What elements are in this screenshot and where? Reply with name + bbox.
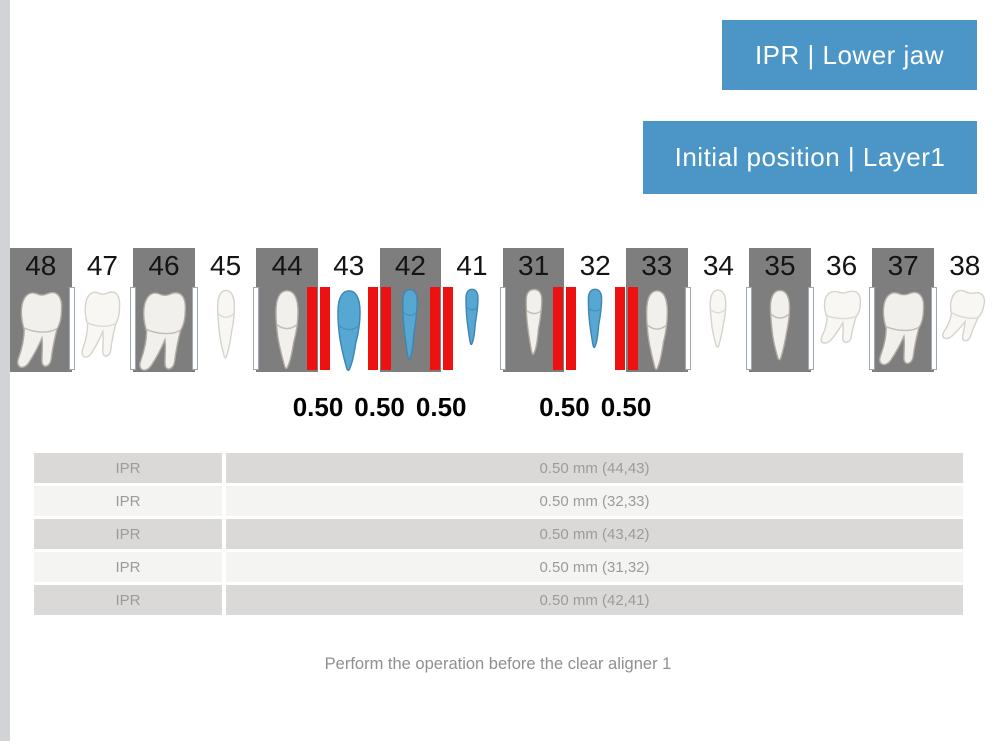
stage-banner: Initial position | Layer1 <box>643 121 977 194</box>
table-row: IPR 0.50 mm (44,43) <box>34 453 963 483</box>
tooth-number-32[interactable]: 32 <box>579 250 611 281</box>
stage-banner-label: Initial position | Layer1 <box>674 142 946 172</box>
ipr-red-bar-42-41-1[interactable] <box>442 287 453 370</box>
ipr-red-bar-31-32-0[interactable] <box>552 287 563 370</box>
table-row: IPR 0.50 mm (43,42) <box>34 519 963 549</box>
attachment-marker-46-left <box>130 287 137 370</box>
ipr-value-label-43-42: 0.50 <box>354 392 405 422</box>
tooth-shape-34[interactable] <box>705 288 731 349</box>
table-row: IPR 0.50 mm (32,33) <box>34 486 963 516</box>
tooth-shape-43[interactable] <box>332 288 366 372</box>
ipr-value-cell: 0.50 mm (32,33) <box>226 486 963 516</box>
attachment-marker-46-right <box>191 287 198 370</box>
tooth-shape-47[interactable] <box>78 288 126 362</box>
attachment-marker-31-left <box>499 287 506 370</box>
tooth-number-48[interactable]: 48 <box>25 250 57 281</box>
tooth-shape-35[interactable] <box>764 288 796 362</box>
ipr-red-bar-44-43-0[interactable] <box>306 287 317 370</box>
footer-note: Perform the operation before the clear a… <box>324 655 672 673</box>
tooth-shape-41[interactable] <box>462 288 482 346</box>
tooth-number-42[interactable]: 42 <box>394 250 426 281</box>
ipr-value-label-31-32: 0.50 <box>539 392 590 422</box>
tooth-shape-36[interactable] <box>817 288 867 347</box>
ipr-value-cell: 0.50 mm (43,42) <box>226 519 963 549</box>
tooth-number-38[interactable]: 38 <box>949 250 981 281</box>
tooth-shape-42[interactable] <box>398 288 422 361</box>
tooth-shape-45[interactable] <box>212 288 240 360</box>
left-scrollbar[interactable] <box>0 0 10 741</box>
attachment-marker-48-right <box>68 287 75 370</box>
tooth-number-37[interactable]: 37 <box>887 250 919 281</box>
tooth-shape-31[interactable] <box>521 288 547 356</box>
tooth-number-43[interactable]: 43 <box>333 250 365 281</box>
tooth-number-45[interactable]: 45 <box>210 250 242 281</box>
ipr-label-cell: IPR <box>34 519 222 549</box>
ipr-red-bar-44-43-1[interactable] <box>319 287 330 370</box>
tooth-number-33[interactable]: 33 <box>641 250 673 281</box>
ipr-value-label-42-41: 0.50 <box>415 392 467 422</box>
tooth-number-41[interactable]: 41 <box>456 250 488 281</box>
ipr-table: IPR 0.50 mm (44,43) IPR 0.50 mm (32,33) IPR 0… <box>34 453 963 618</box>
ipr-jaw-banner-label: IPR | Lower jaw <box>754 39 945 70</box>
ipr-label-cell: IPR <box>34 552 222 582</box>
ipr-jaw-banner: IPR | Lower jaw <box>722 20 977 90</box>
tooth-number-31[interactable]: 31 <box>518 250 550 281</box>
attachment-marker-37-right <box>931 287 937 370</box>
ipr-value-cell: 0.50 mm (42,41) <box>226 585 963 615</box>
tooth-shape-33[interactable] <box>641 288 673 371</box>
tooth-shape-32[interactable] <box>584 288 606 349</box>
ipr-red-bar-43-42-0[interactable] <box>368 287 379 370</box>
tooth-shape-38[interactable] <box>938 285 992 348</box>
ipr-label-cell: IPR <box>34 453 222 483</box>
tooth-number-44[interactable]: 44 <box>271 250 303 281</box>
tooth-number-35[interactable]: 35 <box>764 250 796 281</box>
tooth-number-36[interactable]: 36 <box>826 250 858 281</box>
ipr-label-cell: IPR <box>34 486 222 516</box>
ipr-value-cell: 0.50 mm (31,32) <box>226 552 963 582</box>
tooth-number-47[interactable]: 47 <box>86 250 118 281</box>
attachment-marker-37-left <box>869 287 876 370</box>
ipr-red-bar-32-33-0[interactable] <box>614 287 625 370</box>
ipr-label-cell: IPR <box>34 585 222 615</box>
teeth-chart: 48 47 46 45 44 43 42 41 31 32 33 34 35 36 37 38 0.50 0.50… <box>10 248 996 422</box>
ipr-red-bar-32-33-1[interactable] <box>627 287 638 370</box>
tooth-shape-44[interactable] <box>270 288 304 370</box>
attachment-marker-35-right <box>807 287 814 370</box>
ipr-red-bar-31-32-1[interactable] <box>565 287 576 370</box>
attachment-marker-33-right <box>684 287 691 370</box>
ipr-value-label-44-43: 0.50 <box>292 392 344 422</box>
tooth-shape-46[interactable] <box>135 288 193 376</box>
ipr-value-label-32-33: 0.50 <box>600 392 652 422</box>
ipr-red-bar-42-41-0[interactable] <box>429 287 440 370</box>
ipr-red-bar-43-42-1[interactable] <box>381 287 392 370</box>
tooth-number-46[interactable]: 46 <box>148 250 180 281</box>
attachment-marker-44-left <box>253 287 260 370</box>
table-row: IPR 0.50 mm (31,32) <box>34 552 963 582</box>
tooth-number-34[interactable]: 34 <box>702 250 734 281</box>
ipr-value-cell: 0.50 mm (44,43) <box>226 453 963 483</box>
tooth-shape-48[interactable] <box>13 288 69 373</box>
table-row: IPR 0.50 mm (42,41) <box>34 585 963 615</box>
tooth-shape-37[interactable] <box>875 288 931 370</box>
attachment-marker-35-left <box>746 287 753 370</box>
